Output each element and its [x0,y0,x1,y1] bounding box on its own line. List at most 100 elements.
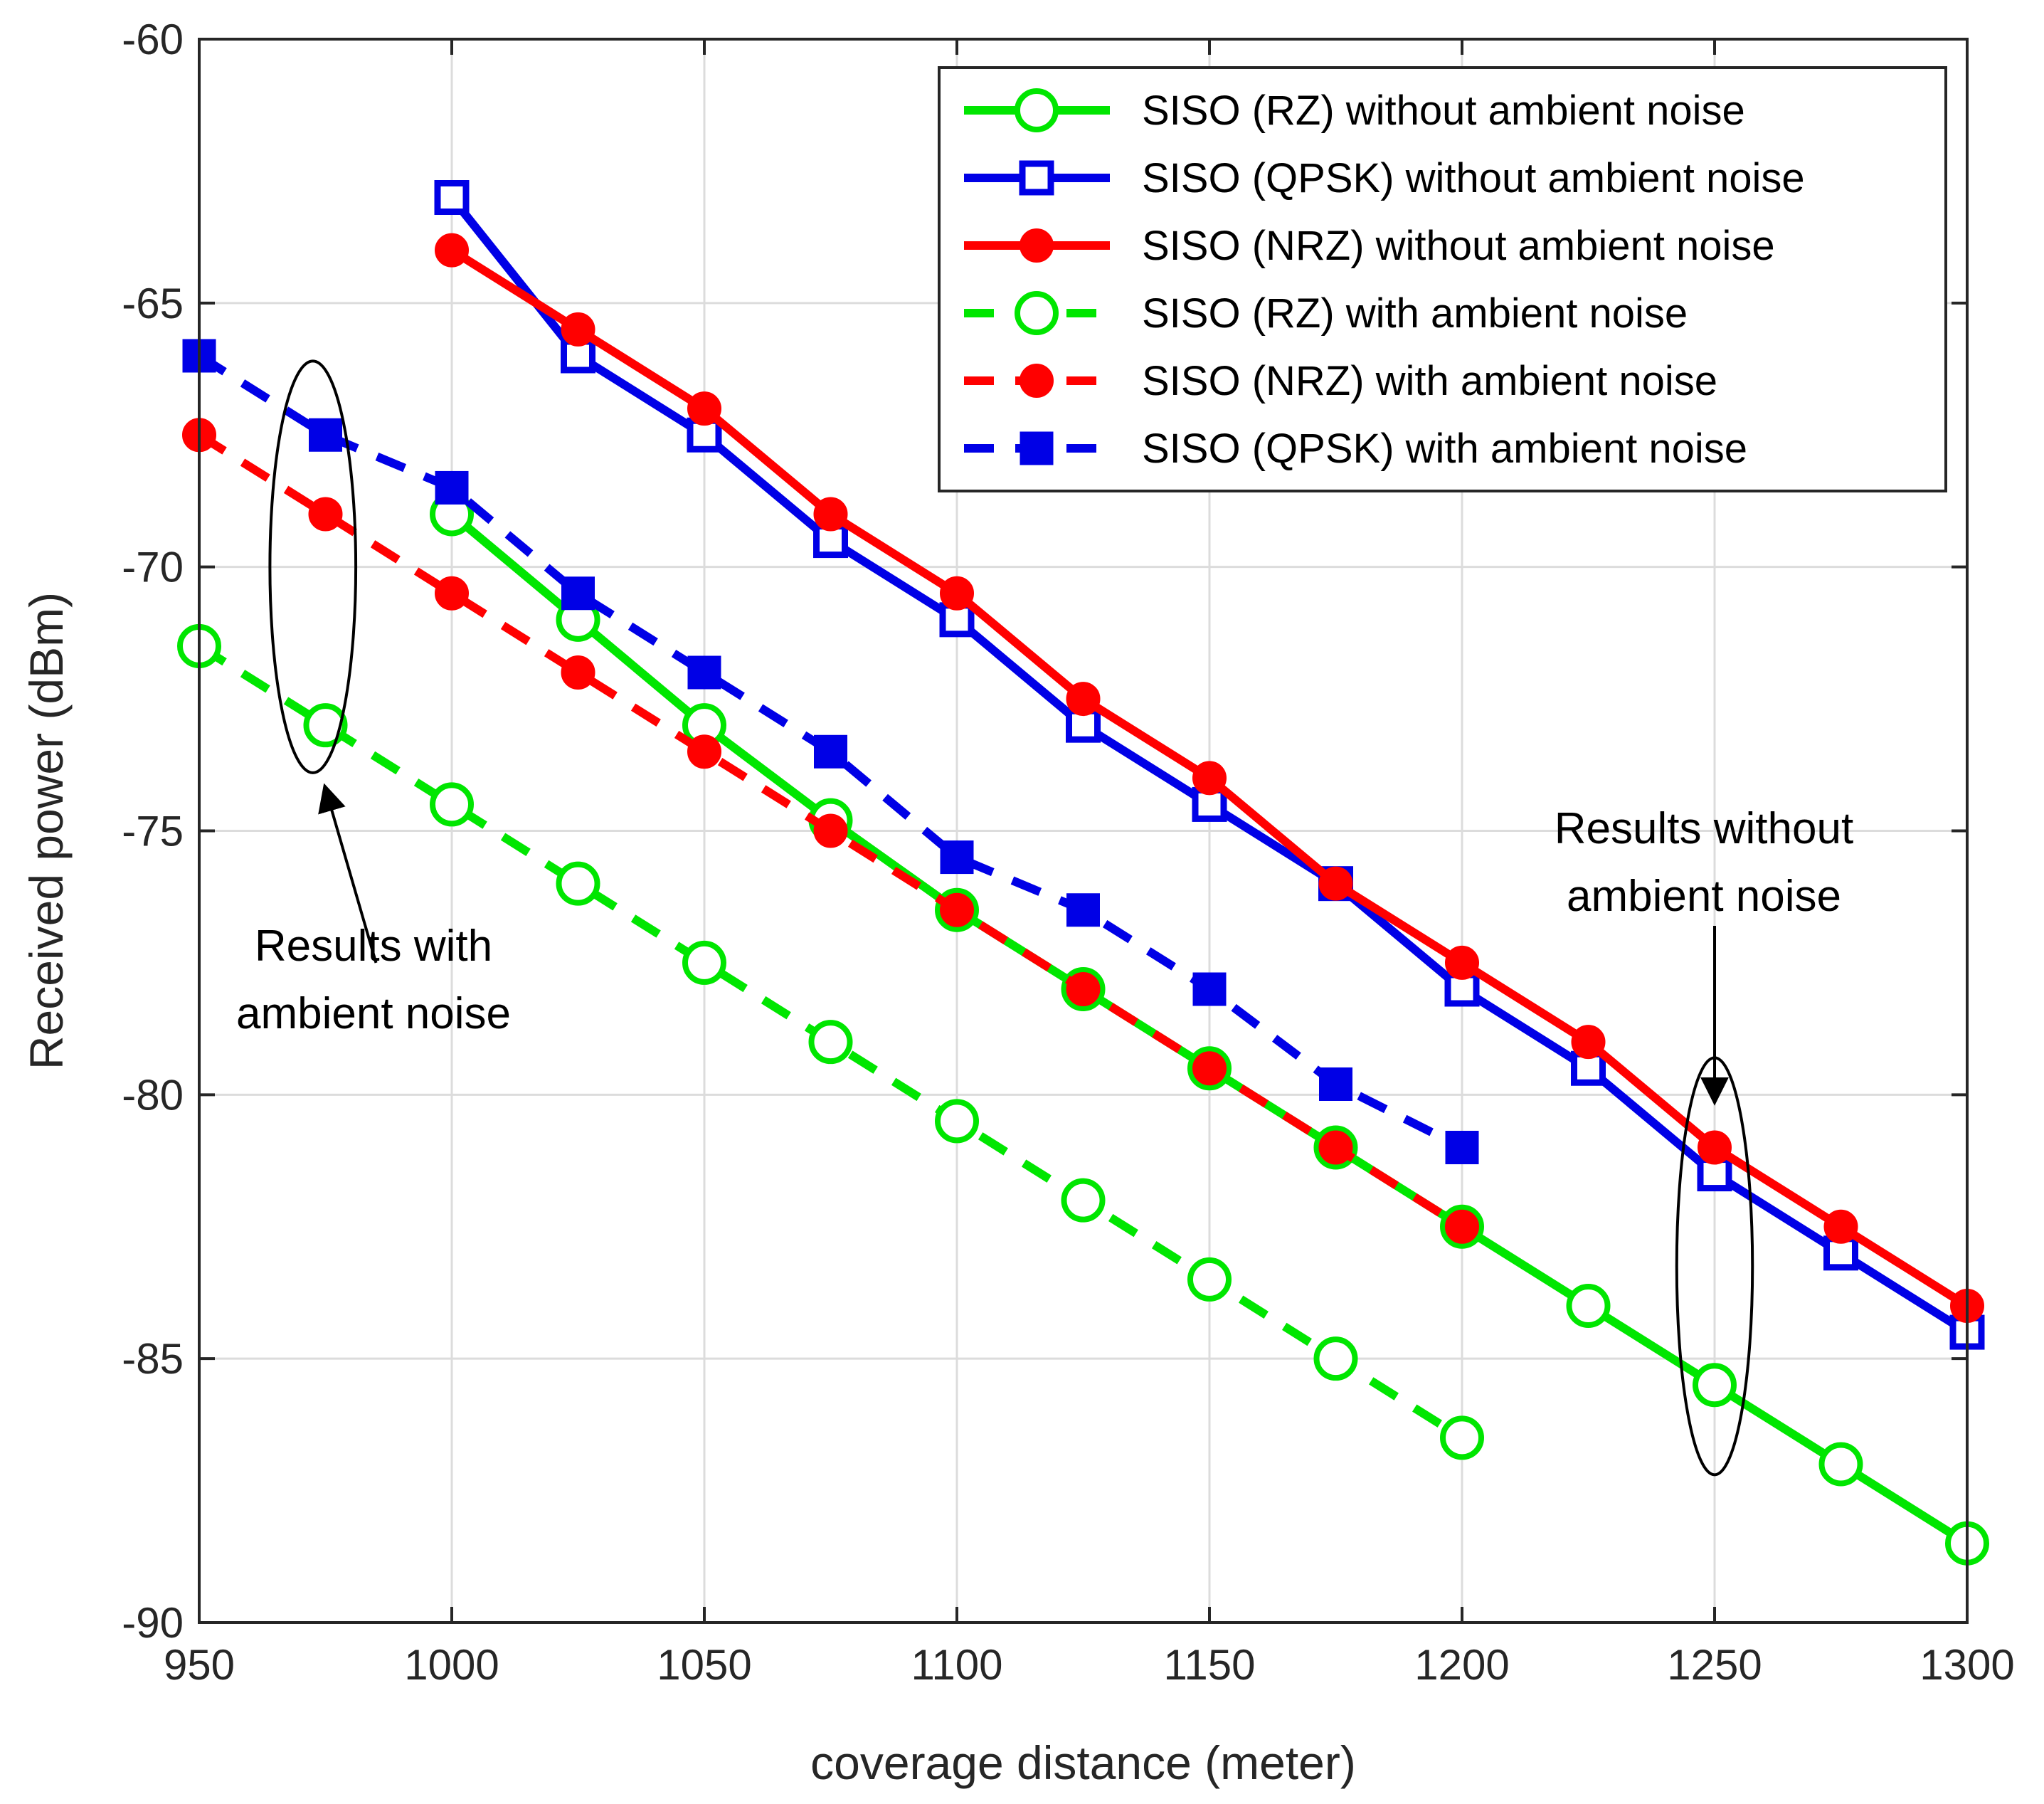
legend-swatch-marker [1019,160,1054,196]
legend-entry-0: SISO (RZ) without ambient noise [964,88,1745,134]
data-point-5 [814,734,847,769]
data-point-5 [1319,1067,1352,1101]
x-axis-label: coverage distance (meter) [810,1736,1356,1789]
annotation-text-1: ambient noise [1567,872,1841,921]
data-point-4 [1445,1209,1479,1244]
legend-entry-5: SISO (QPSK) with ambient noise [964,426,1747,472]
annotation-arrow [318,783,378,964]
data-point-4 [687,734,721,769]
data-point-4 [1318,1130,1353,1165]
data-point-5 [940,840,974,875]
data-point-1 [1823,1235,1858,1271]
annotation-1 [1675,926,1754,1477]
data-point-4 [1192,1051,1227,1086]
legend-swatch-marker [1020,364,1054,398]
legend-label: SISO (NRZ) with ambient noise [1142,358,1717,404]
data-point-3 [1440,1415,1484,1460]
legend-box [938,66,1947,492]
y-tick-label: -80 [122,1071,184,1119]
legend-entry-1: SISO (QPSK) without ambient noise [964,155,1805,201]
legend-label: SISO (RZ) with ambient noise [1142,290,1688,337]
legend: SISO (RZ) without ambient noise SISO (QPS… [938,66,1947,492]
annotation-text-0: Results with [255,922,492,971]
data-point-0 [1566,1284,1611,1328]
data-point-2 [940,576,974,611]
data-point-1 [434,180,470,215]
data-point-3 [556,861,600,906]
data-point-2 [1698,1130,1732,1165]
data-point-3 [682,940,726,985]
y-tick-label: -60 [122,16,184,63]
y-tick-label: -75 [122,808,184,855]
series-layer [177,180,1989,1566]
legend-swatch-marker [1015,291,1059,335]
data-point-4 [561,655,595,690]
data-point-4 [1066,972,1101,1006]
x-tick-label: 1100 [911,1641,1002,1689]
data-point-2 [1066,682,1101,717]
series-2 [435,233,1984,1323]
annotation-text-1: Results without [1555,804,1853,853]
data-point-2 [1823,1209,1858,1244]
data-point-5 [1066,893,1100,927]
y-tick-label: -85 [122,1335,184,1383]
legend-label: SISO (NRZ) without ambient noise [1142,223,1775,269]
data-point-2 [1192,761,1227,796]
x-tick-label: 1050 [657,1641,751,1689]
data-point-2 [435,233,469,268]
legend-label: SISO (QPSK) with ambient noise [1142,426,1747,472]
x-tick-label: 1300 [1919,1641,2014,1689]
data-point-4 [308,497,343,532]
data-point-4 [940,892,974,927]
data-point-4 [435,576,469,611]
legend-swatch-marker [1020,228,1054,263]
y-tick-label: -65 [122,280,184,327]
x-tick-label: 1000 [404,1641,499,1689]
y-axis-label: Received power (dBm) [20,592,73,1070]
legend-entry-3: SISO (RZ) with ambient noise [964,290,1688,337]
data-point-3 [303,703,348,748]
series-line-5 [196,352,1464,1151]
data-point-2 [813,497,848,532]
data-point-2 [1318,866,1353,901]
data-point-3 [1187,1257,1232,1302]
y-tick-label: -90 [122,1599,184,1647]
data-point-2 [687,391,721,426]
annotations: Results with ambient noise Results without… [236,359,1853,1477]
series-3 [177,623,1484,1460]
axes [198,38,1969,1624]
legend-label: SISO (QPSK) without ambient noise [1142,155,1805,201]
y-tick-label: -70 [122,544,184,591]
data-point-3 [808,1020,853,1065]
data-point-3 [1313,1336,1358,1381]
legend-swatch-marker [1020,431,1054,465]
data-point-2 [1445,945,1479,980]
data-point-5 [435,470,469,505]
legend-entry-4: SISO (NRZ) with ambient noise [964,358,1717,404]
annotation-0 [268,359,378,964]
data-point-5 [309,418,342,452]
data-point-5 [687,655,721,690]
data-point-3 [935,1099,979,1144]
x-tick-label: 1250 [1667,1641,1762,1689]
legend-label: SISO (RZ) without ambient noise [1142,88,1745,134]
data-point-5 [1445,1131,1479,1164]
data-point-0 [1818,1442,1863,1487]
legend-entry-2: SISO (NRZ) without ambient noise [964,223,1775,269]
data-point-3 [1061,1178,1106,1223]
data-point-5 [561,576,595,611]
x-tick-label: 1150 [1163,1641,1255,1689]
data-point-4 [813,813,848,848]
data-point-2 [561,312,595,347]
x-tick-label: 1200 [1414,1641,1509,1689]
data-point-0 [1693,1363,1737,1408]
tick-labels: 950 1000 1050 1100 1150 1200 1250 1300 -90 -85 -80… [122,16,2014,1689]
data-point-5 [1192,972,1227,1006]
annotation-ellipse [268,359,358,774]
data-point-2 [1571,1025,1606,1060]
data-point-3 [430,782,474,827]
data-point-1 [939,602,975,638]
x-tick-label: 950 [164,1641,235,1689]
legend-swatch-marker [1015,88,1059,132]
